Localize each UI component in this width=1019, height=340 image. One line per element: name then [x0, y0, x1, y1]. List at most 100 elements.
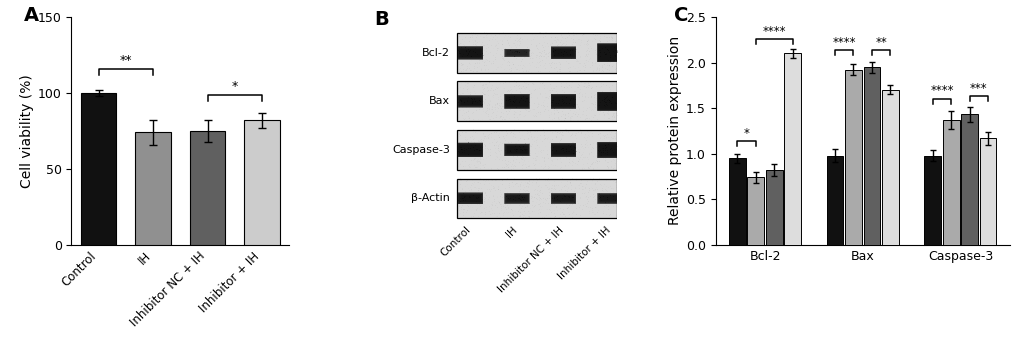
- Bar: [550, 144, 575, 156]
- Bar: [458, 46, 482, 59]
- Bar: [551, 97, 573, 106]
- Bar: [458, 144, 481, 156]
- Bar: [597, 146, 619, 154]
- Bar: [503, 49, 529, 57]
- Bar: [504, 49, 529, 57]
- Bar: [550, 193, 575, 204]
- Bar: [458, 98, 480, 105]
- Bar: [597, 93, 622, 110]
- Bar: [506, 195, 529, 201]
- Bar: [784, 53, 800, 245]
- Bar: [550, 144, 575, 156]
- Bar: [458, 195, 480, 202]
- Bar: [599, 145, 622, 154]
- Bar: [550, 95, 575, 108]
- Bar: [504, 49, 528, 56]
- Bar: [598, 45, 622, 61]
- Bar: [503, 193, 529, 204]
- Bar: [459, 48, 482, 58]
- Bar: [458, 146, 480, 154]
- Bar: [459, 98, 480, 105]
- Bar: [458, 48, 481, 57]
- Bar: [550, 48, 574, 58]
- Bar: [504, 146, 527, 154]
- Bar: [458, 193, 482, 204]
- Text: *: *: [743, 127, 749, 140]
- Bar: [504, 146, 527, 154]
- Bar: [136, 132, 170, 245]
- Bar: [550, 48, 575, 58]
- Bar: [598, 94, 622, 108]
- Bar: [600, 96, 622, 106]
- Bar: [923, 155, 941, 245]
- Bar: [551, 95, 576, 108]
- Bar: [597, 195, 620, 201]
- Bar: [460, 195, 482, 202]
- Bar: [597, 92, 622, 111]
- Bar: [597, 93, 622, 110]
- Bar: [506, 97, 529, 106]
- Bar: [598, 144, 622, 156]
- Bar: [597, 194, 621, 202]
- Bar: [550, 193, 576, 204]
- Bar: [504, 51, 526, 55]
- Bar: [597, 194, 621, 203]
- Bar: [597, 195, 620, 202]
- Bar: [505, 145, 529, 155]
- Bar: [504, 193, 529, 204]
- Bar: [551, 47, 576, 58]
- Bar: [506, 51, 529, 55]
- Bar: [504, 97, 527, 106]
- Bar: [553, 146, 575, 154]
- Bar: [458, 143, 483, 157]
- Bar: [504, 143, 529, 156]
- Bar: [459, 195, 480, 202]
- Bar: [504, 95, 529, 108]
- Bar: [598, 194, 622, 202]
- Bar: [459, 146, 480, 154]
- Bar: [503, 49, 529, 57]
- Bar: [551, 95, 576, 108]
- Bar: [550, 143, 576, 157]
- Text: ****: ****: [832, 36, 855, 49]
- Bar: [597, 96, 620, 107]
- Bar: [598, 46, 622, 60]
- Bar: [458, 96, 482, 107]
- Bar: [504, 146, 527, 154]
- Bar: [552, 97, 575, 106]
- Bar: [597, 146, 620, 154]
- Bar: [459, 47, 482, 58]
- Bar: [459, 193, 482, 203]
- Bar: [503, 94, 529, 109]
- Text: IH: IH: [504, 225, 519, 239]
- Bar: [747, 177, 763, 245]
- Bar: [551, 145, 574, 155]
- Bar: [597, 92, 622, 111]
- Bar: [504, 95, 528, 108]
- Bar: [460, 98, 482, 105]
- Bar: [597, 48, 620, 58]
- Bar: [458, 95, 482, 107]
- Bar: [550, 143, 575, 157]
- Bar: [597, 142, 622, 158]
- Bar: [551, 195, 573, 201]
- Bar: [597, 96, 620, 107]
- Bar: [458, 146, 480, 154]
- Bar: [599, 96, 622, 107]
- Bar: [550, 47, 576, 59]
- Bar: [598, 45, 622, 61]
- Bar: [597, 92, 622, 111]
- Bar: [551, 144, 576, 156]
- Bar: [506, 97, 529, 106]
- Bar: [503, 143, 529, 156]
- Bar: [504, 144, 529, 156]
- Bar: [551, 49, 574, 57]
- Bar: [504, 147, 526, 153]
- Bar: [504, 94, 529, 109]
- Bar: [597, 143, 621, 157]
- Bar: [597, 193, 622, 204]
- Bar: [504, 195, 527, 202]
- Bar: [460, 195, 482, 202]
- Text: Control: Control: [438, 225, 472, 259]
- Bar: [504, 95, 529, 108]
